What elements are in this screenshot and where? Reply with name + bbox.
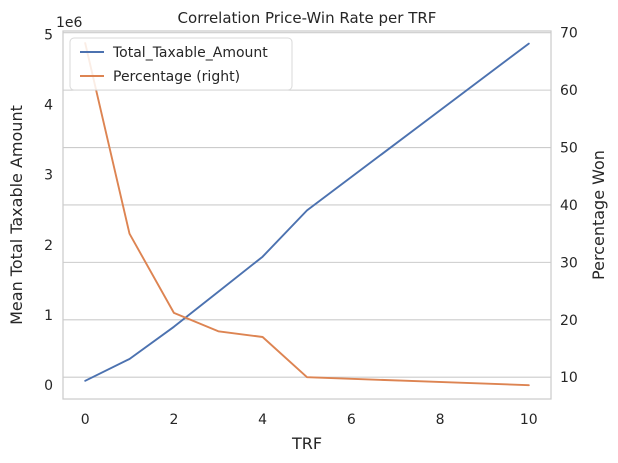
x-tick-label-4: 4	[258, 412, 267, 428]
y-right-tick-label-50: 50	[560, 141, 578, 157]
series-line-1	[84, 42, 530, 387]
x-axis-label: TRF	[291, 434, 322, 453]
y-left-tick-label-2: 2	[44, 238, 53, 254]
x-tick-label-2: 2	[169, 412, 178, 428]
y-left-tick-label-1: 1	[44, 308, 53, 324]
y-left-tick-label-5: 5	[44, 28, 53, 44]
plot-frame	[62, 30, 552, 400]
y-right-tick-label-70: 70	[560, 26, 578, 42]
x-tick-label-0: 0	[81, 412, 90, 428]
y-left-axis-label: Mean Total Taxable Amount	[7, 105, 26, 325]
y-right-tick-label-40: 40	[560, 198, 578, 214]
x-tick-label-10: 10	[520, 412, 538, 428]
x-axis-ticks: 0 2 4 6 8 10	[81, 412, 538, 428]
y-left-tick-label-4: 4	[44, 98, 53, 114]
legend-label-total-taxable-amount: Total_Taxable_Amount	[112, 45, 268, 61]
y-left-offset-text: 1e6	[56, 15, 83, 31]
y-left-axis-ticks: 0 1 2 3 4 5	[44, 28, 53, 394]
chart-title: Correlation Price-Win Rate per TRF	[178, 9, 437, 27]
x-tick-label-6: 6	[347, 412, 356, 428]
series-line-0	[84, 42, 530, 382]
legend: Total_Taxable_Amount Percentage (right)	[69, 37, 293, 91]
y-left-tick-label-3: 3	[44, 168, 53, 184]
y-right-tick-label-20: 20	[560, 313, 578, 329]
y-right-tick-label-30: 30	[560, 255, 578, 271]
y-left-tick-label-0: 0	[44, 378, 53, 394]
legend-label-percentage: Percentage (right)	[113, 69, 240, 85]
y-right-axis-label: Percentage Won	[589, 150, 608, 280]
x-tick-label-8: 8	[436, 412, 445, 428]
series-layer	[84, 42, 530, 387]
y-right-axis-ticks: 10 20 30 40 50 60 70	[560, 26, 578, 386]
y-right-tick-label-10: 10	[560, 370, 578, 386]
legend-box	[69, 37, 293, 91]
y-right-tick-label-60: 60	[560, 83, 578, 99]
